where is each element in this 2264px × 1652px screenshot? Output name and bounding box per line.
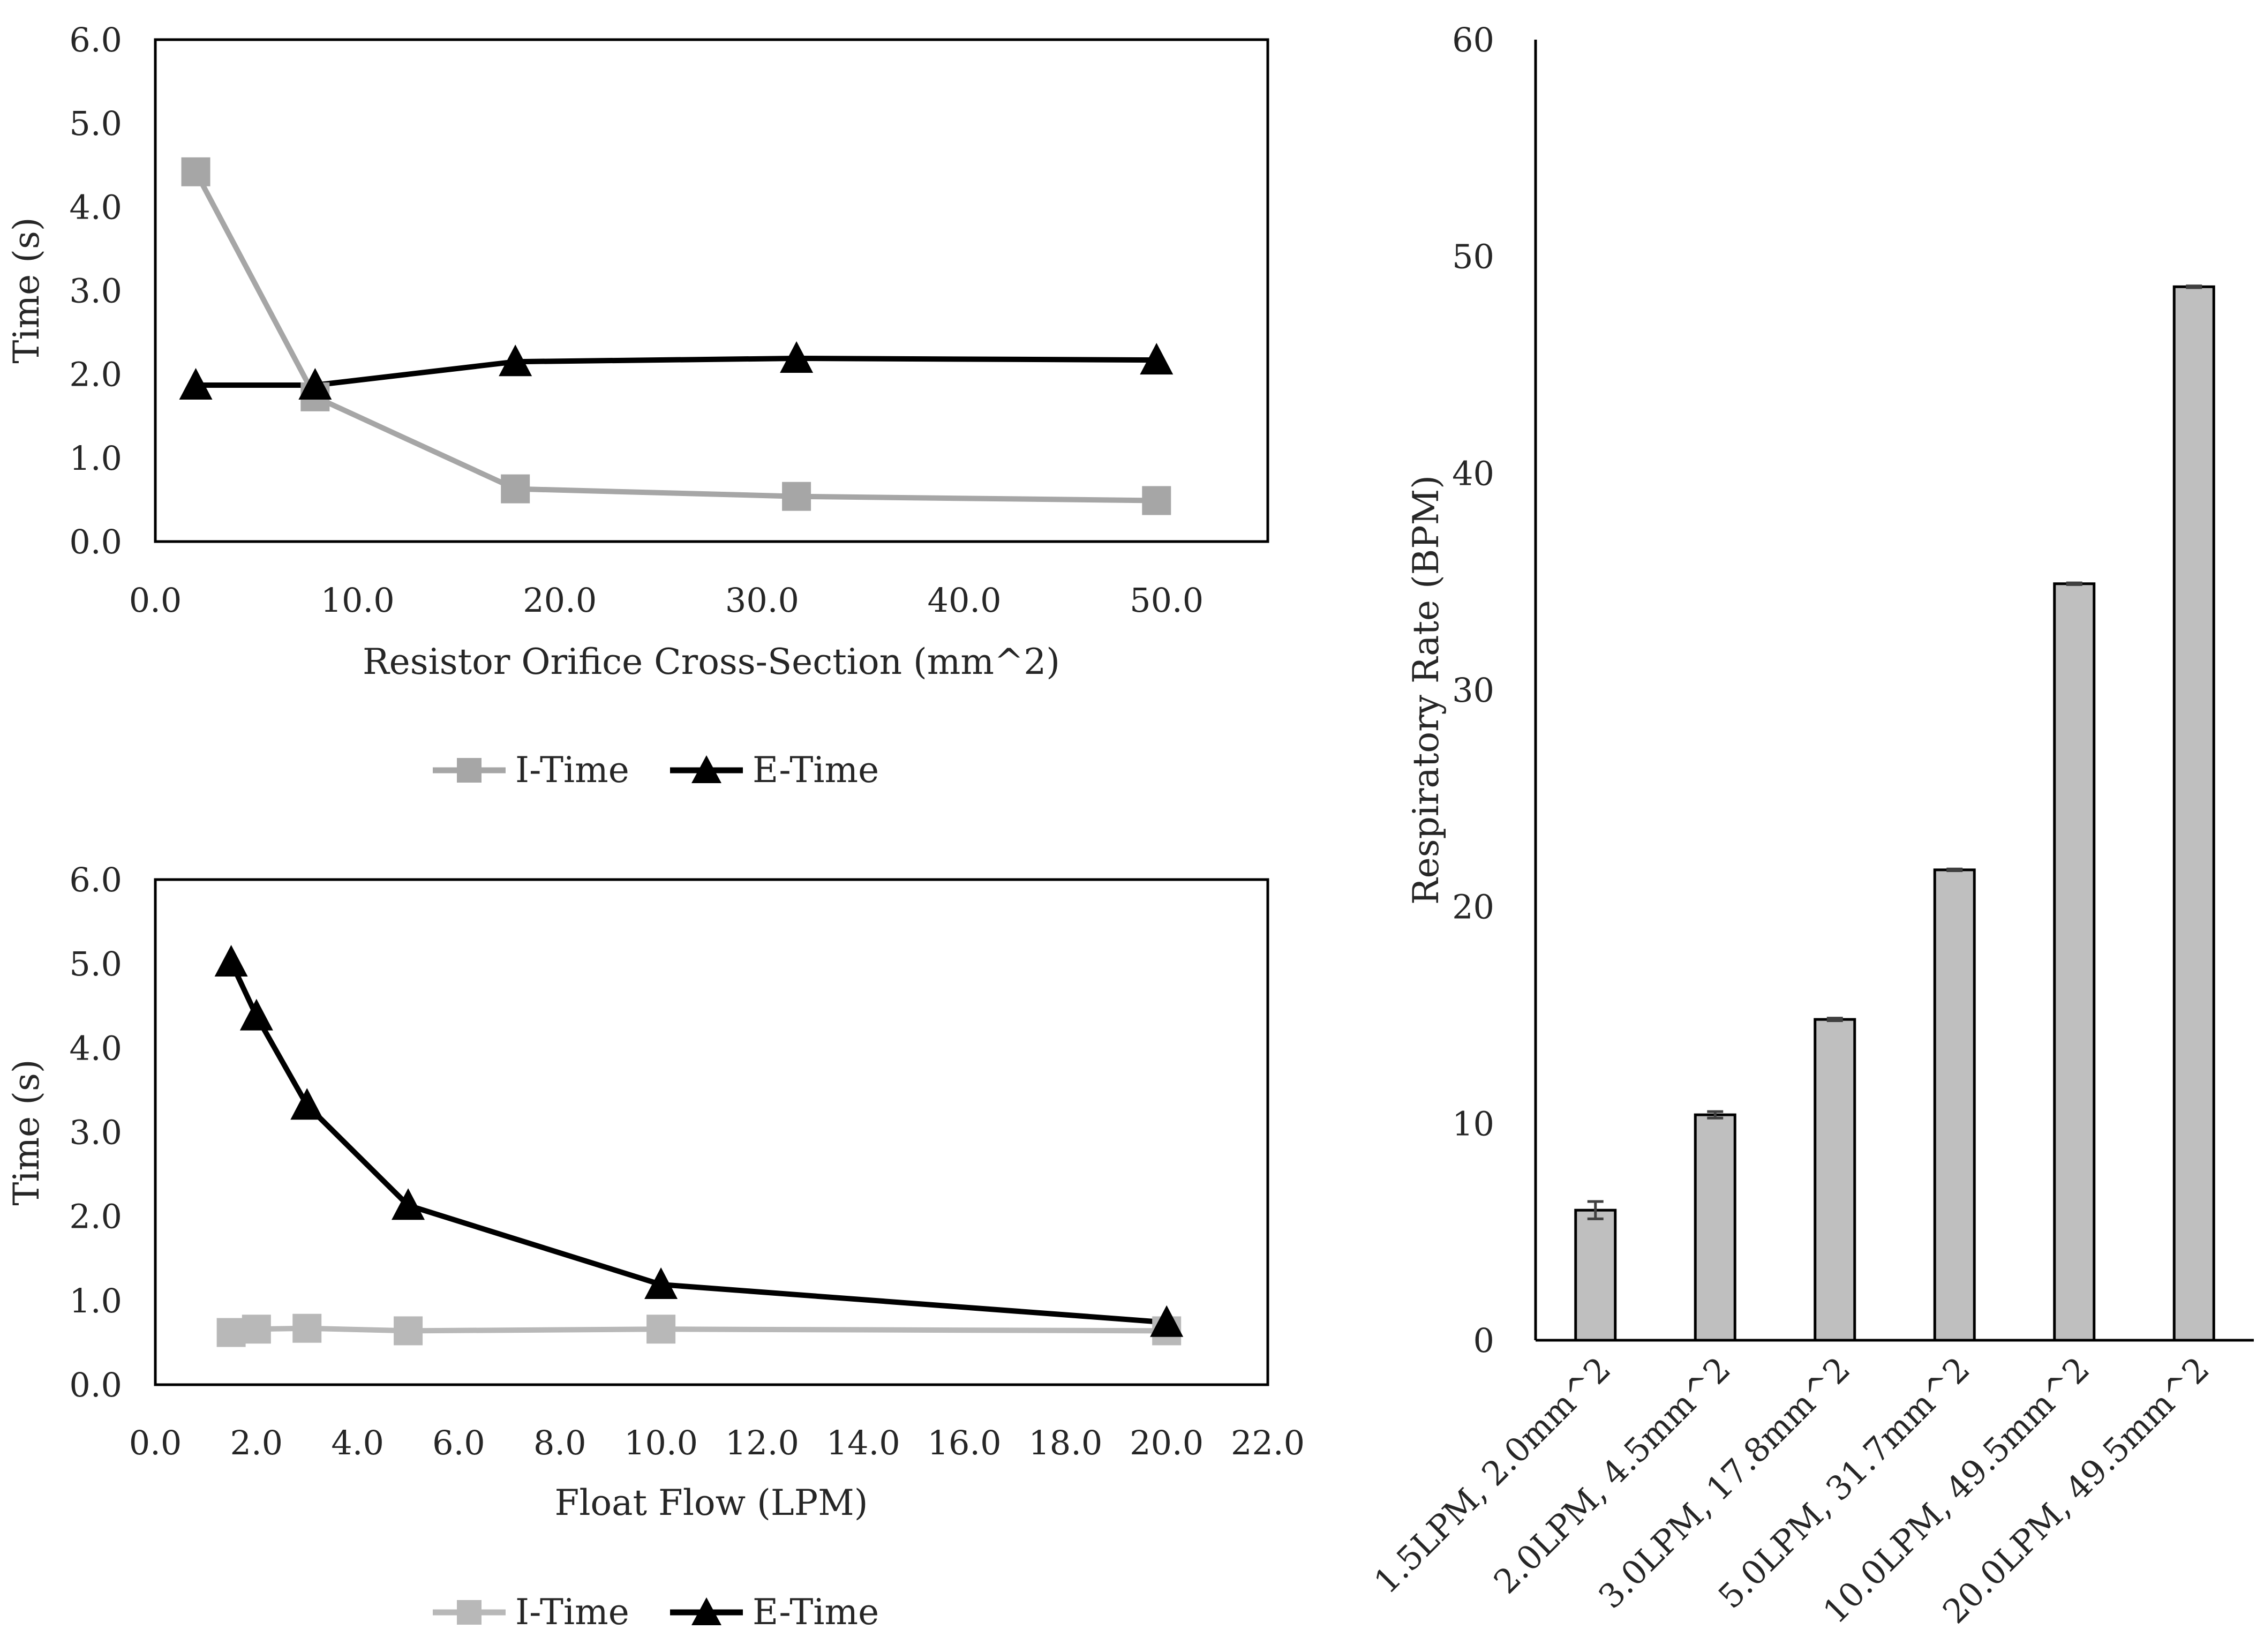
legend-i-time-marker	[457, 1600, 482, 1625]
data-point-e-time	[214, 945, 248, 977]
bar	[1814, 1018, 1856, 1342]
chart-float-flow: 0.0 1.0 2.0 3.0 4.0 5.0 6.0 0.0 2.0 4.0 6.0 8.0 10.…	[6, 860, 1305, 1633]
x-tick-label: 20.0	[1130, 1423, 1204, 1462]
legend-i-time-label: I-Time	[515, 749, 629, 791]
data-point-i-time	[292, 1313, 322, 1343]
data-point-e-time	[239, 998, 273, 1031]
bar	[1574, 1208, 1617, 1342]
data-point-e-time	[290, 1088, 324, 1120]
y-tick-label: 3.0	[69, 1113, 122, 1152]
legend-e-time-marker	[691, 1597, 721, 1625]
bar	[2053, 582, 2096, 1342]
y-tick-label: 4.0	[69, 187, 122, 227]
chart-orifice-cross-section: 0.0 1.0 2.0 3.0 4.0 5.0 6.0 0.0 10.0 20.0 30.0 40.…	[6, 20, 1269, 791]
y-axis-label: Respiratory Rate (BPM)	[1405, 475, 1447, 905]
data-point-i-time	[216, 1318, 246, 1347]
x-tick-label: 0.0	[129, 581, 182, 620]
data-point-i-time	[1142, 486, 1171, 515]
y-tick-label: 2.0	[69, 1197, 122, 1236]
data-point-e-time	[780, 341, 814, 373]
x-tick-label: 10.0	[321, 581, 395, 620]
y-tick-label: 5.0	[69, 104, 122, 143]
bar	[1694, 1113, 1736, 1342]
y-tick-label: 2.0	[69, 355, 122, 394]
y-axis-label: Time (s)	[6, 217, 47, 363]
x-tick-label: 18.0	[1028, 1423, 1102, 1462]
x-tick-label: 22.0	[1231, 1423, 1305, 1462]
y-axis-label: Time (s)	[6, 1059, 47, 1205]
legend-i-time-marker	[457, 758, 482, 783]
y-tick-label: 0.0	[69, 522, 122, 561]
data-point-e-time	[298, 367, 332, 400]
data-point-e-time	[1140, 343, 1174, 375]
bar	[2172, 285, 2215, 1342]
x-tick-label: 14.0	[826, 1423, 900, 1462]
legend: I-Time E-Time	[433, 1591, 879, 1633]
plot-area-frame	[154, 878, 1269, 1386]
y-tick-label: 6.0	[69, 20, 122, 59]
data-point-e-time	[179, 367, 213, 400]
legend: I-Time E-Time	[433, 749, 879, 791]
data-point-e-time	[1150, 1305, 1184, 1337]
legend-e-time-label: E-Time	[753, 1591, 879, 1633]
x-tick-label: 10.0	[624, 1423, 698, 1462]
x-tick-label: 8.0	[533, 1423, 586, 1462]
x-axis-label: Float Flow (LPM)	[555, 1482, 868, 1523]
x-tick-label: 6.0	[432, 1423, 485, 1462]
x-axis-label: Resistor Orifice Cross-Section (mm^2)	[363, 641, 1060, 682]
y-tick-label: 0	[1473, 1321, 1494, 1360]
y-tick-label: 0.0	[69, 1365, 122, 1405]
series-line-i-time	[230, 1325, 1167, 1335]
data-point-i-time	[242, 1315, 271, 1344]
y-tick-label: 1.0	[69, 1281, 122, 1320]
x-tick-label: 40.0	[928, 581, 1002, 620]
plot-area-frame	[154, 38, 1269, 543]
x-tick-label: 16.0	[928, 1423, 1002, 1462]
legend-e-time-label: E-Time	[753, 749, 879, 791]
bar	[1933, 868, 1976, 1342]
y-tick-label: 50	[1452, 237, 1494, 276]
data-point-e-time	[392, 1188, 425, 1220]
y-tick-label: 4.0	[69, 1028, 122, 1068]
data-point-e-time	[644, 1267, 678, 1299]
x-tick-label: 30.0	[725, 581, 799, 620]
data-point-e-time	[499, 344, 532, 377]
y-tick-label: 30	[1452, 671, 1494, 710]
y-tick-label: 40	[1452, 454, 1494, 493]
y-tick-label: 10	[1452, 1104, 1494, 1143]
x-tick-label: 2.0	[230, 1423, 283, 1462]
data-point-i-time	[181, 157, 210, 186]
x-tick-label: 50.0	[1130, 581, 1204, 620]
y-tick-label: 6.0	[69, 860, 122, 899]
y-tick-label: 5.0	[69, 944, 122, 983]
data-point-i-time	[782, 482, 811, 511]
x-tick-label: 4.0	[331, 1423, 384, 1462]
y-tick-label: 3.0	[69, 272, 122, 311]
x-tick-label: 12.0	[725, 1423, 799, 1462]
y-tick-label: 60	[1452, 20, 1494, 59]
data-point-i-time	[394, 1316, 423, 1346]
x-tick-label: 0.0	[129, 1423, 182, 1462]
x-tick-label: 20.0	[523, 581, 597, 620]
data-point-i-time	[646, 1315, 676, 1344]
y-tick-label: 20	[1452, 888, 1494, 927]
legend-i-time-label: I-Time	[515, 1591, 629, 1633]
y-tick-label: 1.0	[69, 439, 122, 478]
data-point-i-time	[501, 474, 530, 504]
legend-e-time-marker	[691, 755, 721, 783]
